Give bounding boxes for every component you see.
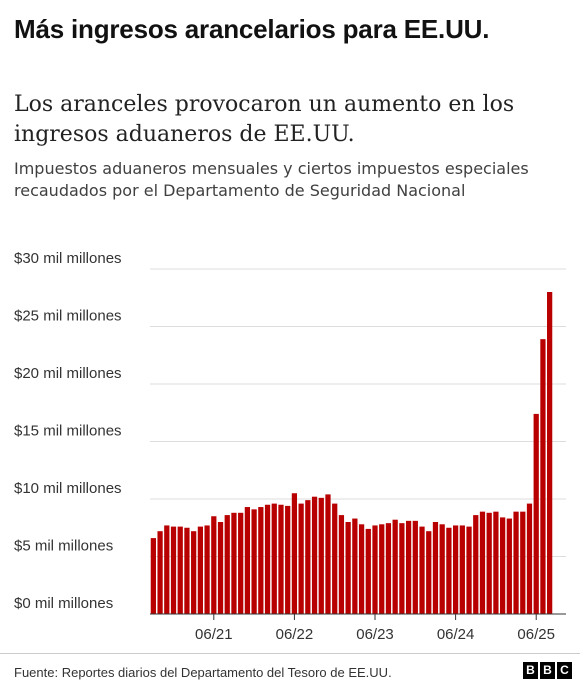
bar [318, 497, 324, 614]
customs-revenue-chart: $0 mil millones $5 mil millones $10 mil mi… [14, 250, 566, 643]
bar [278, 504, 284, 614]
bar [244, 507, 251, 614]
bar [466, 526, 472, 614]
bar [446, 527, 452, 614]
bar [285, 505, 291, 614]
bar [419, 526, 425, 614]
footer-divider [0, 653, 580, 654]
y-tick-label: $10 mil millones [14, 480, 122, 497]
bbc-logo-letter: B [540, 662, 555, 679]
bar [311, 496, 318, 614]
bar [412, 520, 418, 614]
chart-title: Los aranceles provocaron un aumento en l… [14, 92, 515, 147]
bar [358, 524, 365, 614]
bar [231, 512, 237, 614]
bar [164, 525, 170, 614]
bbc-logo-letter: C [557, 662, 572, 679]
bar [405, 520, 412, 614]
y-tick-label: $0 mil millones [14, 595, 113, 612]
bar [365, 528, 371, 614]
bar [493, 511, 499, 614]
bar [352, 518, 358, 614]
bar [345, 522, 351, 614]
bar [258, 507, 264, 614]
bar [385, 523, 392, 614]
gridlines [150, 268, 566, 557]
y-tick-label: $30 mil millones [14, 250, 122, 267]
bar [264, 504, 271, 614]
y-tick-label: $20 mil millones [14, 365, 122, 382]
y-tick-label: $5 mil millones [14, 538, 113, 555]
x-tick-label: 06/22 [276, 626, 314, 643]
bar [459, 525, 465, 614]
bar [305, 500, 311, 614]
bar [540, 339, 546, 614]
bar [197, 526, 203, 614]
y-axis-labels: $0 mil millones $5 mil millones $10 mil mi… [14, 250, 122, 612]
bar [486, 512, 492, 614]
x-tick-label: 06/23 [356, 626, 394, 643]
bbc-logo-letter: B [523, 662, 538, 679]
bar [533, 413, 539, 614]
bar [473, 515, 479, 614]
bar [547, 292, 553, 614]
bar [526, 503, 533, 614]
bar [211, 516, 217, 614]
y-tick-label: $25 mil millones [14, 308, 122, 325]
bar [432, 522, 439, 614]
bar [399, 523, 405, 614]
bar [439, 524, 445, 614]
bar [251, 509, 257, 614]
bar [191, 531, 197, 614]
bar [150, 538, 156, 614]
bar [338, 515, 345, 614]
bar [271, 503, 277, 614]
bbc-logo: B B C [523, 662, 572, 679]
x-tick-label: 06/21 [195, 626, 233, 643]
source-note: Fuente: Reportes diarios del Departament… [14, 665, 392, 680]
bar [170, 526, 177, 614]
bar [238, 512, 244, 614]
bar [177, 526, 183, 614]
bar [426, 531, 432, 614]
bar [291, 493, 298, 614]
bar [332, 503, 338, 614]
bar [224, 515, 230, 614]
bar [298, 503, 304, 614]
bar [392, 519, 398, 614]
x-axis-ticks: 06/21 06/22 06/23 06/24 06/25 [195, 614, 555, 643]
bar [500, 517, 506, 614]
bar [379, 524, 385, 614]
bar [452, 525, 459, 614]
bar [520, 511, 526, 614]
bar [204, 525, 210, 614]
bar [184, 527, 190, 614]
bar [513, 511, 519, 614]
chart-subtitle: Impuestos aduaneros mensuales y ciertos … [14, 159, 529, 200]
y-tick-label: $15 mil millones [14, 423, 122, 440]
headline: Más ingresos arancelarios para EE.UU. [14, 14, 490, 44]
bar [372, 525, 378, 614]
bar [217, 522, 224, 614]
x-tick-label: 06/24 [437, 626, 475, 643]
bars [150, 292, 553, 614]
x-tick-label: 06/25 [517, 626, 555, 643]
bar [479, 511, 486, 614]
bar [157, 531, 163, 614]
bar [506, 518, 512, 614]
bar [325, 494, 331, 614]
